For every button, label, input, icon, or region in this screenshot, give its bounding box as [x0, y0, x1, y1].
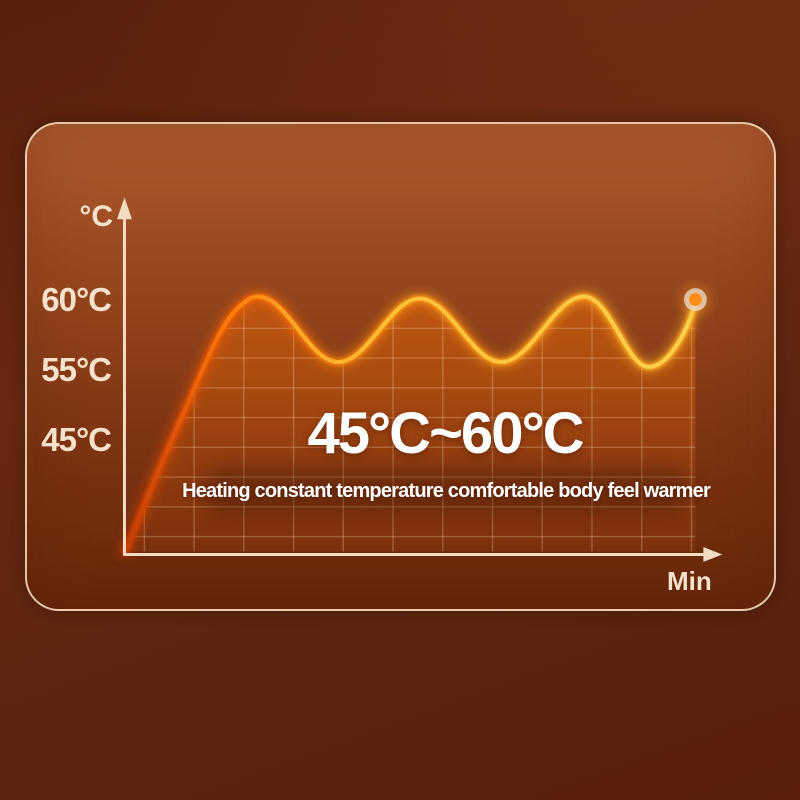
- temperature-chart: [117, 197, 723, 562]
- subtitle-shadow-band: [202, 466, 692, 514]
- y-tick-60: 60°C: [41, 281, 112, 318]
- y-tick-55: 55°C: [41, 351, 112, 388]
- y-axis-arrowhead: [117, 197, 132, 220]
- x-axis-label: Min: [667, 566, 712, 596]
- grid-lines: [125, 296, 696, 552]
- endpoint-marker: [679, 283, 712, 316]
- x-axis-arrowhead: [703, 547, 723, 562]
- y-axis-unit-label: °C: [79, 200, 113, 233]
- axes: [122, 213, 707, 556]
- subtitle-text: Heating constant temperature comfortable…: [182, 480, 711, 502]
- curve-area-fill: [125, 296, 696, 552]
- temperature-curve: [118, 289, 703, 559]
- temperature-range-headline: 45°C~60°C: [307, 401, 584, 466]
- y-tick-45: 45°C: [41, 421, 112, 458]
- chart-panel: °C 60°C 55°C 45°C Min 45°C~60°C Heating …: [25, 122, 776, 611]
